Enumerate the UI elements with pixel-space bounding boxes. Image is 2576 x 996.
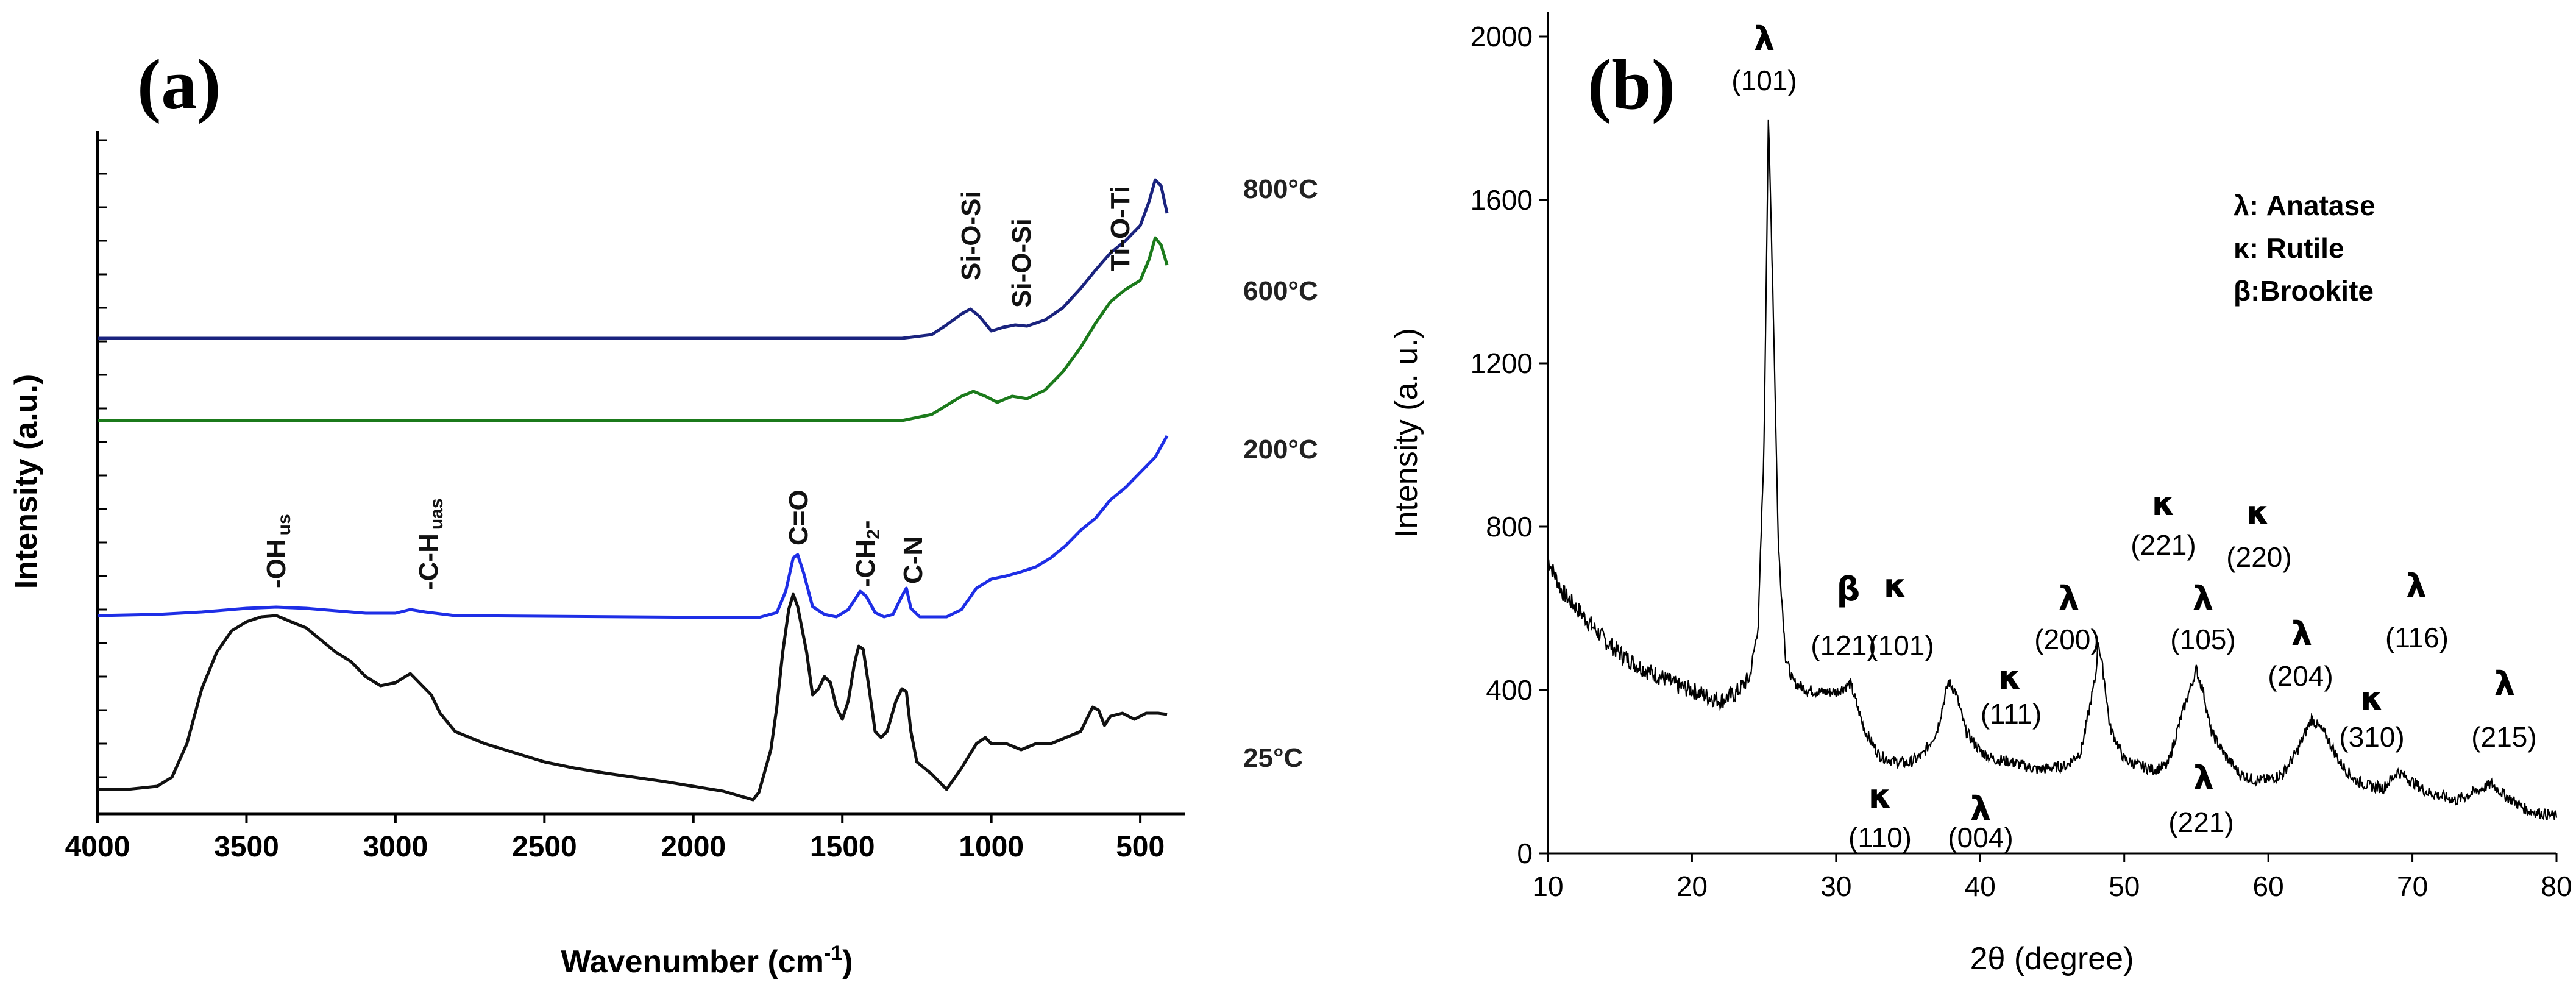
panel-a-x-tick-label: 4000 xyxy=(65,831,130,863)
panel-b-y-tick-label: 1600 xyxy=(1471,184,1533,216)
panel-b-x-title: 2θ (degree) xyxy=(1970,941,2134,976)
peak-hkl-label: (101) xyxy=(1868,630,1934,661)
panel-b-x-ticks: 10 20 30 40 50 60 70 80 xyxy=(1532,853,2572,902)
panel-a-x-tick-label: 1000 xyxy=(959,831,1024,863)
peak-symbol: κ xyxy=(2360,680,2383,718)
annotation-oh: -OHus xyxy=(261,514,294,588)
panel-b-peak-labels: λ(101)β(121)κ(110)κ(101)λ(004)κ(111)λ(20… xyxy=(1731,20,2536,853)
panel-a-series xyxy=(97,178,1169,802)
panel-a-y-title: Intensity (a.u.) xyxy=(9,374,44,589)
panel-b-y-tick-label: 0 xyxy=(1517,838,1533,869)
annotation-siosi-1: Si-O-Si xyxy=(956,191,986,280)
peak-hkl-label: (004) xyxy=(1948,822,2013,853)
peak-hkl-label: (204) xyxy=(2268,660,2333,692)
panel-b-y-tick-label: 1200 xyxy=(1471,347,1533,379)
panel-b-x-tick-label: 30 xyxy=(1820,870,1851,902)
panel-a-x-tick-label: 1500 xyxy=(810,831,875,863)
panel-a-label: (a) xyxy=(137,44,221,124)
panel-b-y-tick-label: 2000 xyxy=(1471,21,1533,52)
annotation-co: C=O xyxy=(784,489,814,546)
annotation-ch: -C-Huas xyxy=(414,498,447,590)
panel-a-x-tick-label: 2500 xyxy=(512,831,577,863)
peak-hkl-label: (221) xyxy=(2131,529,2196,561)
peak-symbol: κ xyxy=(1868,777,1892,816)
panel-a-x-title: Wavenumber (cm-1) xyxy=(561,942,853,980)
peak-hkl-label: (121) xyxy=(1811,630,1876,661)
peak-hkl-label: (310) xyxy=(2339,721,2404,753)
peak-symbol: κ xyxy=(2246,494,2269,532)
panel-b-x-tick-label: 50 xyxy=(2109,870,2140,902)
panel-b-x-tick-label: 70 xyxy=(2397,870,2428,902)
panel-b-y-ticks: 0 400 800 1200 1600 2000 xyxy=(1471,21,1548,869)
panel-b-x-tick-label: 40 xyxy=(1965,870,1996,902)
peak-hkl-label: (220) xyxy=(2226,541,2291,573)
panel-b-x-tick-label: 60 xyxy=(2253,870,2284,902)
panel-b-x-tick-label: 20 xyxy=(1677,870,1708,902)
panel-a: (a) 4000 3500 3000 2500 2000 1500 1000 500 800°… xyxy=(9,44,1318,980)
peak-symbol: λ xyxy=(2193,759,2214,797)
annotation-siosi-2: Si-O-Si xyxy=(1007,218,1037,308)
panel-b-y-tick-label: 400 xyxy=(1486,674,1533,706)
series-line-25C xyxy=(98,592,1168,802)
series-line-800C xyxy=(98,178,1169,340)
panel-b-y-tick-label: 800 xyxy=(1486,511,1533,542)
peak-hkl-label: (111) xyxy=(1981,698,2042,730)
peak-symbol: λ xyxy=(1970,789,1991,828)
panel-a-y-ticks xyxy=(98,139,107,778)
panel-a-x-ticks: 4000 3500 3000 2500 2000 1500 1000 500 xyxy=(65,814,1165,863)
peak-symbol: λ xyxy=(2193,579,2213,617)
peak-symbol: κ xyxy=(1884,567,1907,605)
panel-a-x-tick-label: 500 xyxy=(1116,831,1165,863)
panel-b-label: (b) xyxy=(1588,44,1675,124)
peak-hkl-label: (105) xyxy=(2170,624,2235,655)
annotation-ch2: -CH2- xyxy=(851,520,884,587)
panel-a-x-tick-label: 3500 xyxy=(214,831,279,863)
peak-hkl-label: (200) xyxy=(2034,624,2099,655)
panel-a-x-tick-label: 2000 xyxy=(661,831,726,863)
panel-b-y-title: Intensity (a. u.) xyxy=(1389,328,1424,538)
series-line-200C xyxy=(97,435,1169,619)
peak-hkl-label: (101) xyxy=(1731,65,1797,96)
legend-rutile: κ: Rutile xyxy=(2234,232,2344,264)
peak-symbol: λ xyxy=(2406,567,2427,605)
temp-label-800: 800°C xyxy=(1243,174,1318,204)
peak-hkl-label: (215) xyxy=(2471,721,2536,753)
peak-symbol: κ xyxy=(1998,658,2021,697)
xrd-pattern-line xyxy=(1547,119,2558,820)
annotation-cn: C-N xyxy=(898,536,928,584)
peak-hkl-label: (116) xyxy=(2385,622,2449,653)
temp-label-25: 25°C xyxy=(1243,743,1303,773)
panel-b-x-tick-label: 10 xyxy=(1532,870,1563,902)
peak-symbol: κ xyxy=(2152,485,2175,523)
annotation-tioti: Ti-O-Ti xyxy=(1105,186,1135,271)
peak-symbol: λ xyxy=(2494,664,2515,703)
panel-b: (b) 0 400 800 1200 1600 2000 10 20 30 40 50 60 70 80… xyxy=(1389,12,2572,976)
series-line-600C xyxy=(98,236,1169,422)
panel-b-series xyxy=(1547,119,2558,820)
peak-symbol: λ xyxy=(1754,20,1775,58)
peak-hkl-label: (110) xyxy=(1848,822,1912,853)
temp-label-200: 200°C xyxy=(1243,435,1318,464)
temp-label-600: 600°C xyxy=(1243,276,1318,306)
panel-a-x-tick-label: 3000 xyxy=(363,831,428,863)
peak-symbol: λ xyxy=(2291,614,2312,653)
legend-anatase: λ: Anatase xyxy=(2234,190,2376,221)
peak-symbol: λ xyxy=(2059,579,2079,617)
peak-hkl-label: (221) xyxy=(2168,806,2234,838)
peak-symbol: β xyxy=(1837,570,1861,608)
legend-brookite: β:Brookite xyxy=(2234,275,2374,307)
panel-b-x-tick-label: 80 xyxy=(2541,870,2572,902)
